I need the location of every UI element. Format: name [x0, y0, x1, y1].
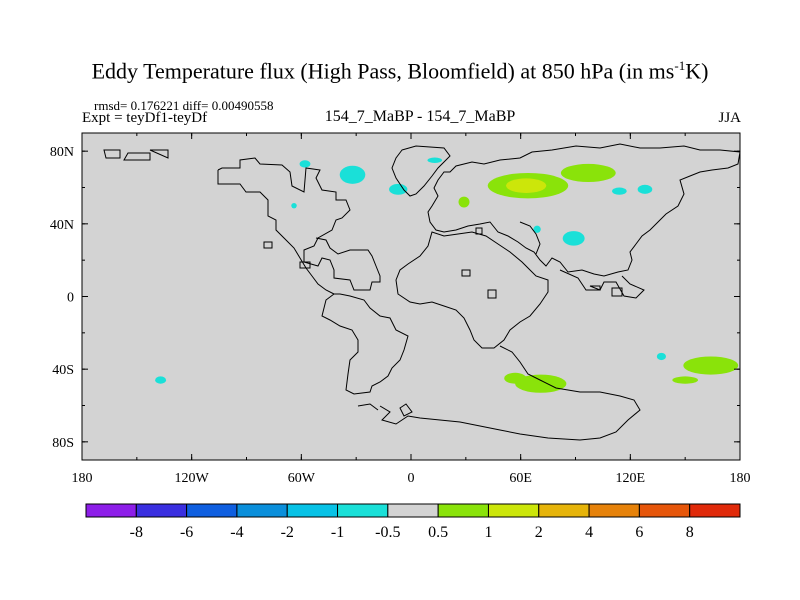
coastline-antarctica: [379, 345, 641, 441]
contour-patch: [683, 356, 739, 375]
coastline-antarctic-peninsula: [357, 403, 413, 417]
colorbar-label: -8: [130, 524, 143, 541]
x-tick-label: 60E: [509, 471, 532, 486]
chart-title: Eddy Temperature flux (High Pass, Bloomf…: [91, 58, 709, 84]
plot-background: [82, 133, 740, 460]
y-tick-label: 80N: [50, 145, 74, 160]
colorbar-label: 4: [585, 524, 593, 541]
colorbar-swatch: [689, 503, 741, 518]
contour-patch: [637, 184, 653, 194]
colorbar-label: -1: [331, 524, 344, 541]
colorbar-swatch: [337, 503, 389, 518]
contour-patch: [155, 376, 167, 384]
colorbar-swatch: [135, 503, 188, 518]
colorbar: -8 -6 -4 -2 -1 -0.5 0.5 1 2 4 6 8: [85, 503, 741, 541]
colorbar-swatch: [186, 503, 238, 518]
x-axis: 180 120W 60W 0 60E 120E 180: [72, 133, 751, 486]
contour-patch: [504, 372, 527, 384]
center-label: 154_7_MaBP - 154_7_MaBP: [324, 108, 516, 125]
colorbar-label: -6: [180, 524, 193, 541]
coastline-north-america: [217, 157, 381, 291]
contour-patch: [458, 196, 470, 208]
contour-patch: [533, 225, 541, 233]
rmsd-text: rmsd= 0.176221 diff= 0.00490558: [94, 98, 274, 113]
contour-layer: [155, 157, 739, 393]
coastline-arctic-canada: [103, 149, 169, 161]
colorbar-swatch: [638, 503, 691, 518]
contour-patch: [506, 178, 547, 193]
colorbar-swatch: [387, 503, 439, 518]
colorbar-label: -4: [230, 524, 243, 541]
coastline-greenland: [391, 145, 451, 197]
contour-patch: [515, 374, 567, 393]
contour-patch: [389, 183, 408, 195]
y-axis: 80N 40N 0 40S 80S: [50, 145, 740, 451]
colorbar-swatch: [85, 503, 137, 518]
colorbar-label: 8: [686, 524, 694, 541]
coastline-layer: [103, 143, 741, 441]
coastline-north-america-west: [217, 170, 335, 295]
colorbar-swatch: [437, 503, 489, 518]
y-tick-label: 80S: [52, 436, 74, 451]
colorbar-label: 2: [535, 524, 543, 541]
colorbar-label: 0.5: [428, 524, 448, 541]
contour-patch: [562, 231, 585, 246]
x-tick-label: 120E: [616, 471, 646, 486]
contour-patch: [672, 376, 698, 384]
y-tick-label: 40N: [50, 218, 74, 233]
colorbar-swatch: [487, 503, 540, 518]
colorbar-label: 1: [484, 524, 492, 541]
colorbar-swatch: [588, 503, 640, 518]
x-tick-label: 0: [408, 471, 415, 486]
contour-patch: [612, 187, 627, 195]
x-tick-label: 180: [730, 471, 751, 486]
coastline-eurasia: [427, 143, 741, 277]
colorbar-label: -2: [281, 524, 294, 541]
contour-patch: [427, 157, 443, 163]
contour-patch: [291, 202, 297, 209]
x-tick-label: 180: [72, 471, 93, 486]
contour-patch: [560, 163, 616, 183]
x-tick-label: 60W: [288, 471, 316, 486]
season-label: JJA: [718, 110, 741, 126]
colorbar-swatch: [236, 503, 288, 518]
experiment-label: Expt = teyDf1-teyDf: [82, 110, 208, 126]
y-tick-label: 40S: [52, 363, 74, 378]
colorbar-label: 6: [635, 524, 643, 541]
x-tick-label: 120W: [175, 471, 210, 486]
colorbar-label: -0.5: [375, 524, 400, 541]
contour-patch: [299, 160, 311, 168]
colorbar-swatch: [286, 503, 339, 518]
coastline-south-asia: [519, 221, 645, 299]
coastline-africa: [395, 231, 549, 349]
coastline-south-america: [321, 293, 409, 395]
contour-patch: [339, 165, 366, 184]
y-tick-label: 0: [67, 291, 74, 306]
coastline-islands: [263, 227, 623, 299]
colorbar-swatch: [538, 503, 590, 518]
contour-patch: [656, 352, 666, 361]
